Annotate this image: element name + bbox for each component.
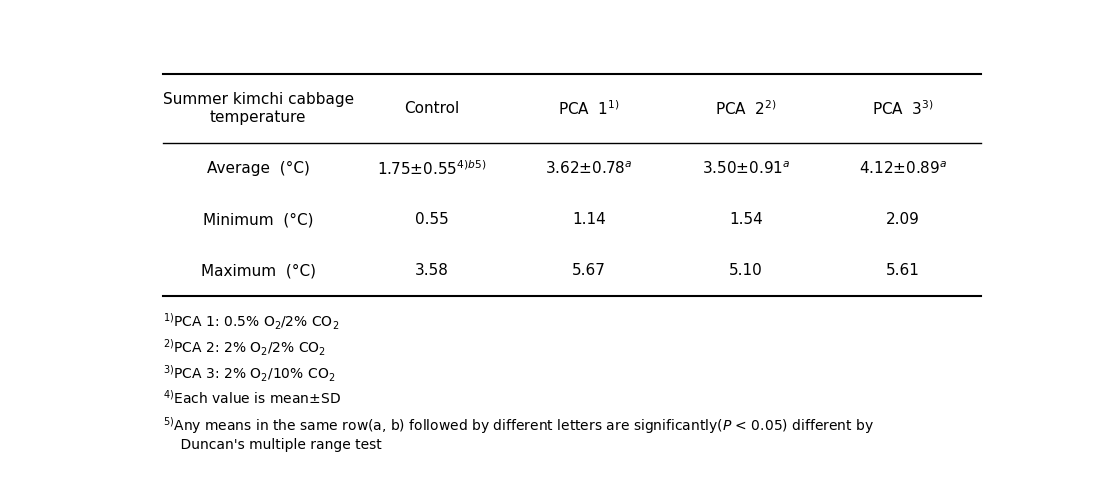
Text: 1.54: 1.54 [729,212,762,227]
Text: $^{2)}$PCA 2: 2% O$_2$/2% CO$_2$: $^{2)}$PCA 2: 2% O$_2$/2% CO$_2$ [163,337,326,358]
Text: $^{4)}$Each value is mean±SD: $^{4)}$Each value is mean±SD [163,389,341,407]
Text: 0.55: 0.55 [415,212,449,227]
Text: 5.61: 5.61 [886,263,920,278]
Text: $^{5)}$Any means in the same row(a, b) followed by different letters are signifi: $^{5)}$Any means in the same row(a, b) f… [163,415,874,452]
Text: $^{1)}$PCA 1: 0.5% O$_2$/2% CO$_2$: $^{1)}$PCA 1: 0.5% O$_2$/2% CO$_2$ [163,312,339,332]
Text: Maximum  (°C): Maximum (°C) [200,263,316,278]
Text: PCA  2$^{2)}$: PCA 2$^{2)}$ [715,99,777,118]
Text: $^{3)}$PCA 3: 2% O$_2$/10% CO$_2$: $^{3)}$PCA 3: 2% O$_2$/10% CO$_2$ [163,363,336,384]
Text: 5.67: 5.67 [572,263,606,278]
Text: 3.62±0.78$^{a}$: 3.62±0.78$^{a}$ [544,160,632,176]
Text: Minimum  (°C): Minimum (°C) [202,212,314,227]
Text: Summer kimchi cabbage
temperature: Summer kimchi cabbage temperature [163,92,354,125]
Text: PCA  1$^{1)}$: PCA 1$^{1)}$ [558,99,619,118]
Text: Average  (°C): Average (°C) [207,161,309,176]
Text: 1.14: 1.14 [572,212,606,227]
Text: PCA  3$^{3)}$: PCA 3$^{3)}$ [872,99,934,118]
Text: 2.09: 2.09 [886,212,920,227]
Text: 1.75±0.55$^{4)b5)}$: 1.75±0.55$^{4)b5)}$ [377,159,486,177]
Text: 3.58: 3.58 [415,263,449,278]
Text: 5.10: 5.10 [729,263,762,278]
Text: 3.50±0.91$^{a}$: 3.50±0.91$^{a}$ [702,160,790,176]
Text: Control: Control [404,101,460,116]
Text: 4.12±0.89$^{a}$: 4.12±0.89$^{a}$ [859,160,947,176]
